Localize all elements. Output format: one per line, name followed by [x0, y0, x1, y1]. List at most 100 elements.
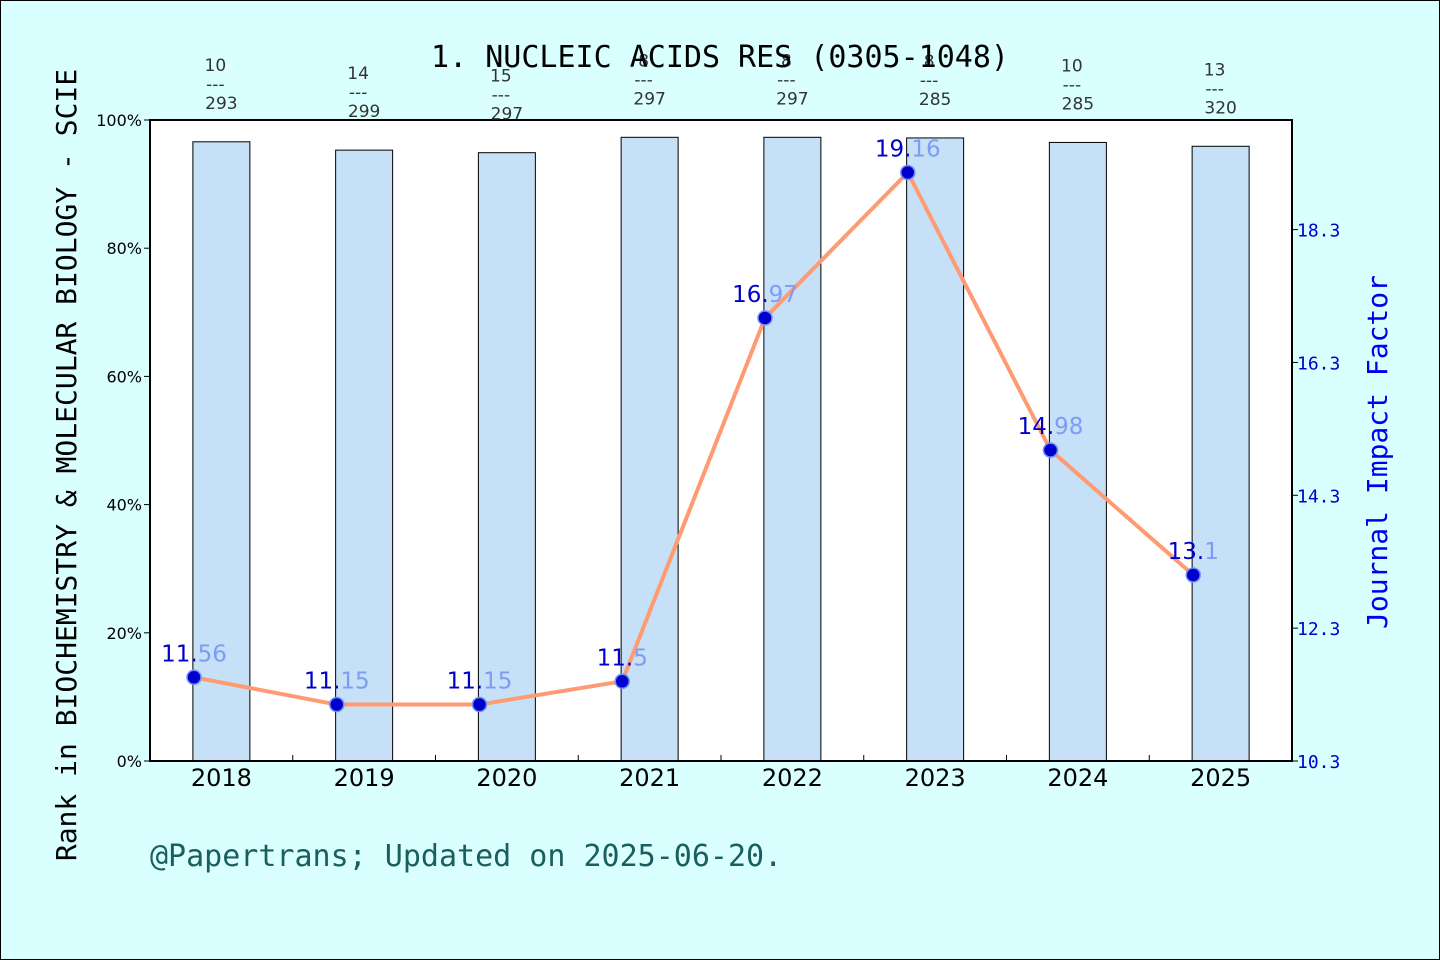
impact-factor-label-frac: 98: [1054, 414, 1083, 440]
x-tick-label-2020: 2020: [476, 764, 537, 792]
y-right-tick-label: 14.3: [1297, 486, 1340, 507]
footer-note: @Papertrans; Updated on 2025-06-20.: [150, 839, 782, 874]
impact-factor-label-frac: 56: [198, 641, 227, 667]
y-left-tick-label: 40%: [106, 496, 142, 515]
impact-factor-label-frac: 5: [633, 645, 648, 671]
rank-number: 8: [924, 52, 935, 72]
impact-factor-point-2020: [471, 696, 488, 713]
rank-separator: ---: [349, 83, 367, 103]
impact-factor-label-2020: 11.15: [447, 669, 513, 695]
rank-separator: ---: [920, 71, 938, 91]
rank-total: 297: [491, 105, 523, 125]
labels-layer: 10---29314---29915---2978---2978---2978-…: [161, 51, 1237, 694]
axis-layer: 0% 20% 40% 60% 80% 100% 10.3 12.3 14.3 16.3 18.3 20…: [96, 111, 1340, 792]
y-right-tick-label: 18.3: [1297, 221, 1340, 242]
rank-label-2020: 15---297: [490, 67, 523, 125]
bar-2024: [1048, 141, 1107, 762]
bar-2025: [1191, 145, 1250, 762]
rank-number: 10: [205, 56, 227, 76]
bar-2023: [906, 137, 965, 762]
impact-factor-label-2018: 11.56: [161, 641, 227, 667]
rank-separator: ---: [1063, 75, 1081, 95]
impact-factor-label-2019: 11.15: [304, 669, 370, 695]
y-left-tick-label: 100%: [96, 111, 142, 130]
impact-factor-label-int: 14.: [1018, 414, 1055, 440]
rank-total: 297: [776, 89, 808, 109]
rank-number: 8: [781, 51, 792, 71]
y-right-tick-label: 10.3: [1297, 752, 1340, 773]
impact-factor-label-2025: 13.1: [1168, 539, 1219, 565]
x-tick-label-2023: 2023: [905, 764, 966, 792]
y-right-tick-label: 16.3: [1297, 353, 1340, 374]
rank-label-2024: 10---285: [1061, 56, 1094, 114]
impact-factor-label-2022: 16.97: [732, 282, 798, 308]
plot-area: [150, 120, 1292, 761]
x-tick-label-2025: 2025: [1190, 764, 1251, 792]
y-left-tick-label: 80%: [106, 239, 142, 258]
impact-factor-label-int: 11.: [447, 669, 484, 695]
impact-factor-point-2019: [329, 696, 345, 713]
x-tick-label-2022: 2022: [762, 764, 823, 792]
rank-total: 299: [348, 102, 380, 122]
bar-2019: [335, 149, 394, 762]
rank-total: 285: [919, 90, 951, 110]
line-layer: [186, 164, 1201, 713]
bar-2020: [477, 152, 536, 762]
rank-total: 293: [205, 94, 237, 114]
chart-title: 1. NUCLEIC ACIDS RES (0305-1048): [431, 40, 1009, 75]
rank-label-2022: 8---297: [776, 51, 808, 109]
rank-total: 285: [1062, 94, 1094, 114]
y-axis-right-label: Journal Impact Factor: [1361, 275, 1394, 629]
rank-separator: ---: [206, 75, 224, 95]
rank-separator: ---: [634, 70, 652, 90]
rank-number: 13: [1204, 60, 1226, 80]
x-tick-label-2019: 2019: [334, 764, 395, 792]
impact-factor-point-2024: [1042, 442, 1059, 458]
rank-number: 8: [638, 51, 649, 71]
impact-factor-label-2021: 11.5: [597, 645, 648, 671]
rank-label-2018: 10---293: [205, 56, 238, 114]
rank-label-2021: 8---297: [633, 51, 665, 109]
impact-factor-label-int: 11.: [304, 669, 341, 695]
impact-factor-label-frac: 15: [483, 669, 512, 695]
impact-factor-label-frac: 16: [911, 136, 940, 162]
y-left-tick-label: 20%: [106, 624, 142, 643]
impact-factor-line: [192, 170, 1196, 707]
impact-factor-point-2018: [186, 669, 202, 686]
impact-factor-label-frac: 15: [340, 669, 369, 695]
impact-factor-label-frac: 1: [1204, 539, 1219, 565]
impact-factor-label-int: 16.: [732, 282, 769, 308]
impact-factor-label-2023: 19.16: [875, 136, 941, 162]
rank-separator: ---: [1205, 79, 1223, 99]
rank-label-2025: 13---320: [1204, 60, 1237, 118]
x-tick-label-2021: 2021: [619, 764, 680, 792]
impact-factor-point-2021: [614, 673, 630, 690]
rank-total: 320: [1204, 98, 1236, 118]
rank-separator: ---: [492, 86, 510, 106]
bar-2018: [192, 141, 251, 762]
rank-label-2023: 8---285: [919, 52, 951, 110]
y-right-tick-label: 12.3: [1297, 619, 1340, 640]
impact-factor-label-int: 13.: [1168, 539, 1205, 565]
rank-separator: ---: [777, 70, 795, 90]
y-left-tick-label: 60%: [106, 367, 142, 386]
impact-factor-point-2023: [900, 164, 916, 181]
x-tick-label-2024: 2024: [1047, 764, 1108, 792]
x-tick-label-2018: 2018: [191, 764, 252, 792]
bar-2022: [763, 136, 822, 762]
impact-factor-label-2024: 14.98: [1018, 414, 1084, 440]
rank-number: 14: [347, 64, 369, 84]
impact-factor-label-int: 19.: [875, 136, 912, 162]
impact-factor-label-int: 11.: [161, 641, 198, 667]
impact-factor-label-int: 11.: [597, 645, 634, 671]
rank-number: 15: [490, 67, 512, 87]
impact-factor-point-2022: [757, 310, 773, 326]
impact-factor-point-2025: [1185, 567, 1201, 583]
impact-factor-label-frac: 97: [769, 282, 798, 308]
rank-number: 10: [1061, 56, 1083, 76]
y-axis-left-label: Rank in BIOCHEMISTRY & MOLECULAR BIOLOGY…: [50, 69, 83, 861]
rank-label-2019: 14---299: [347, 64, 380, 122]
y-left-tick-label: 0%: [117, 752, 142, 771]
bars-layer: [192, 136, 1250, 762]
